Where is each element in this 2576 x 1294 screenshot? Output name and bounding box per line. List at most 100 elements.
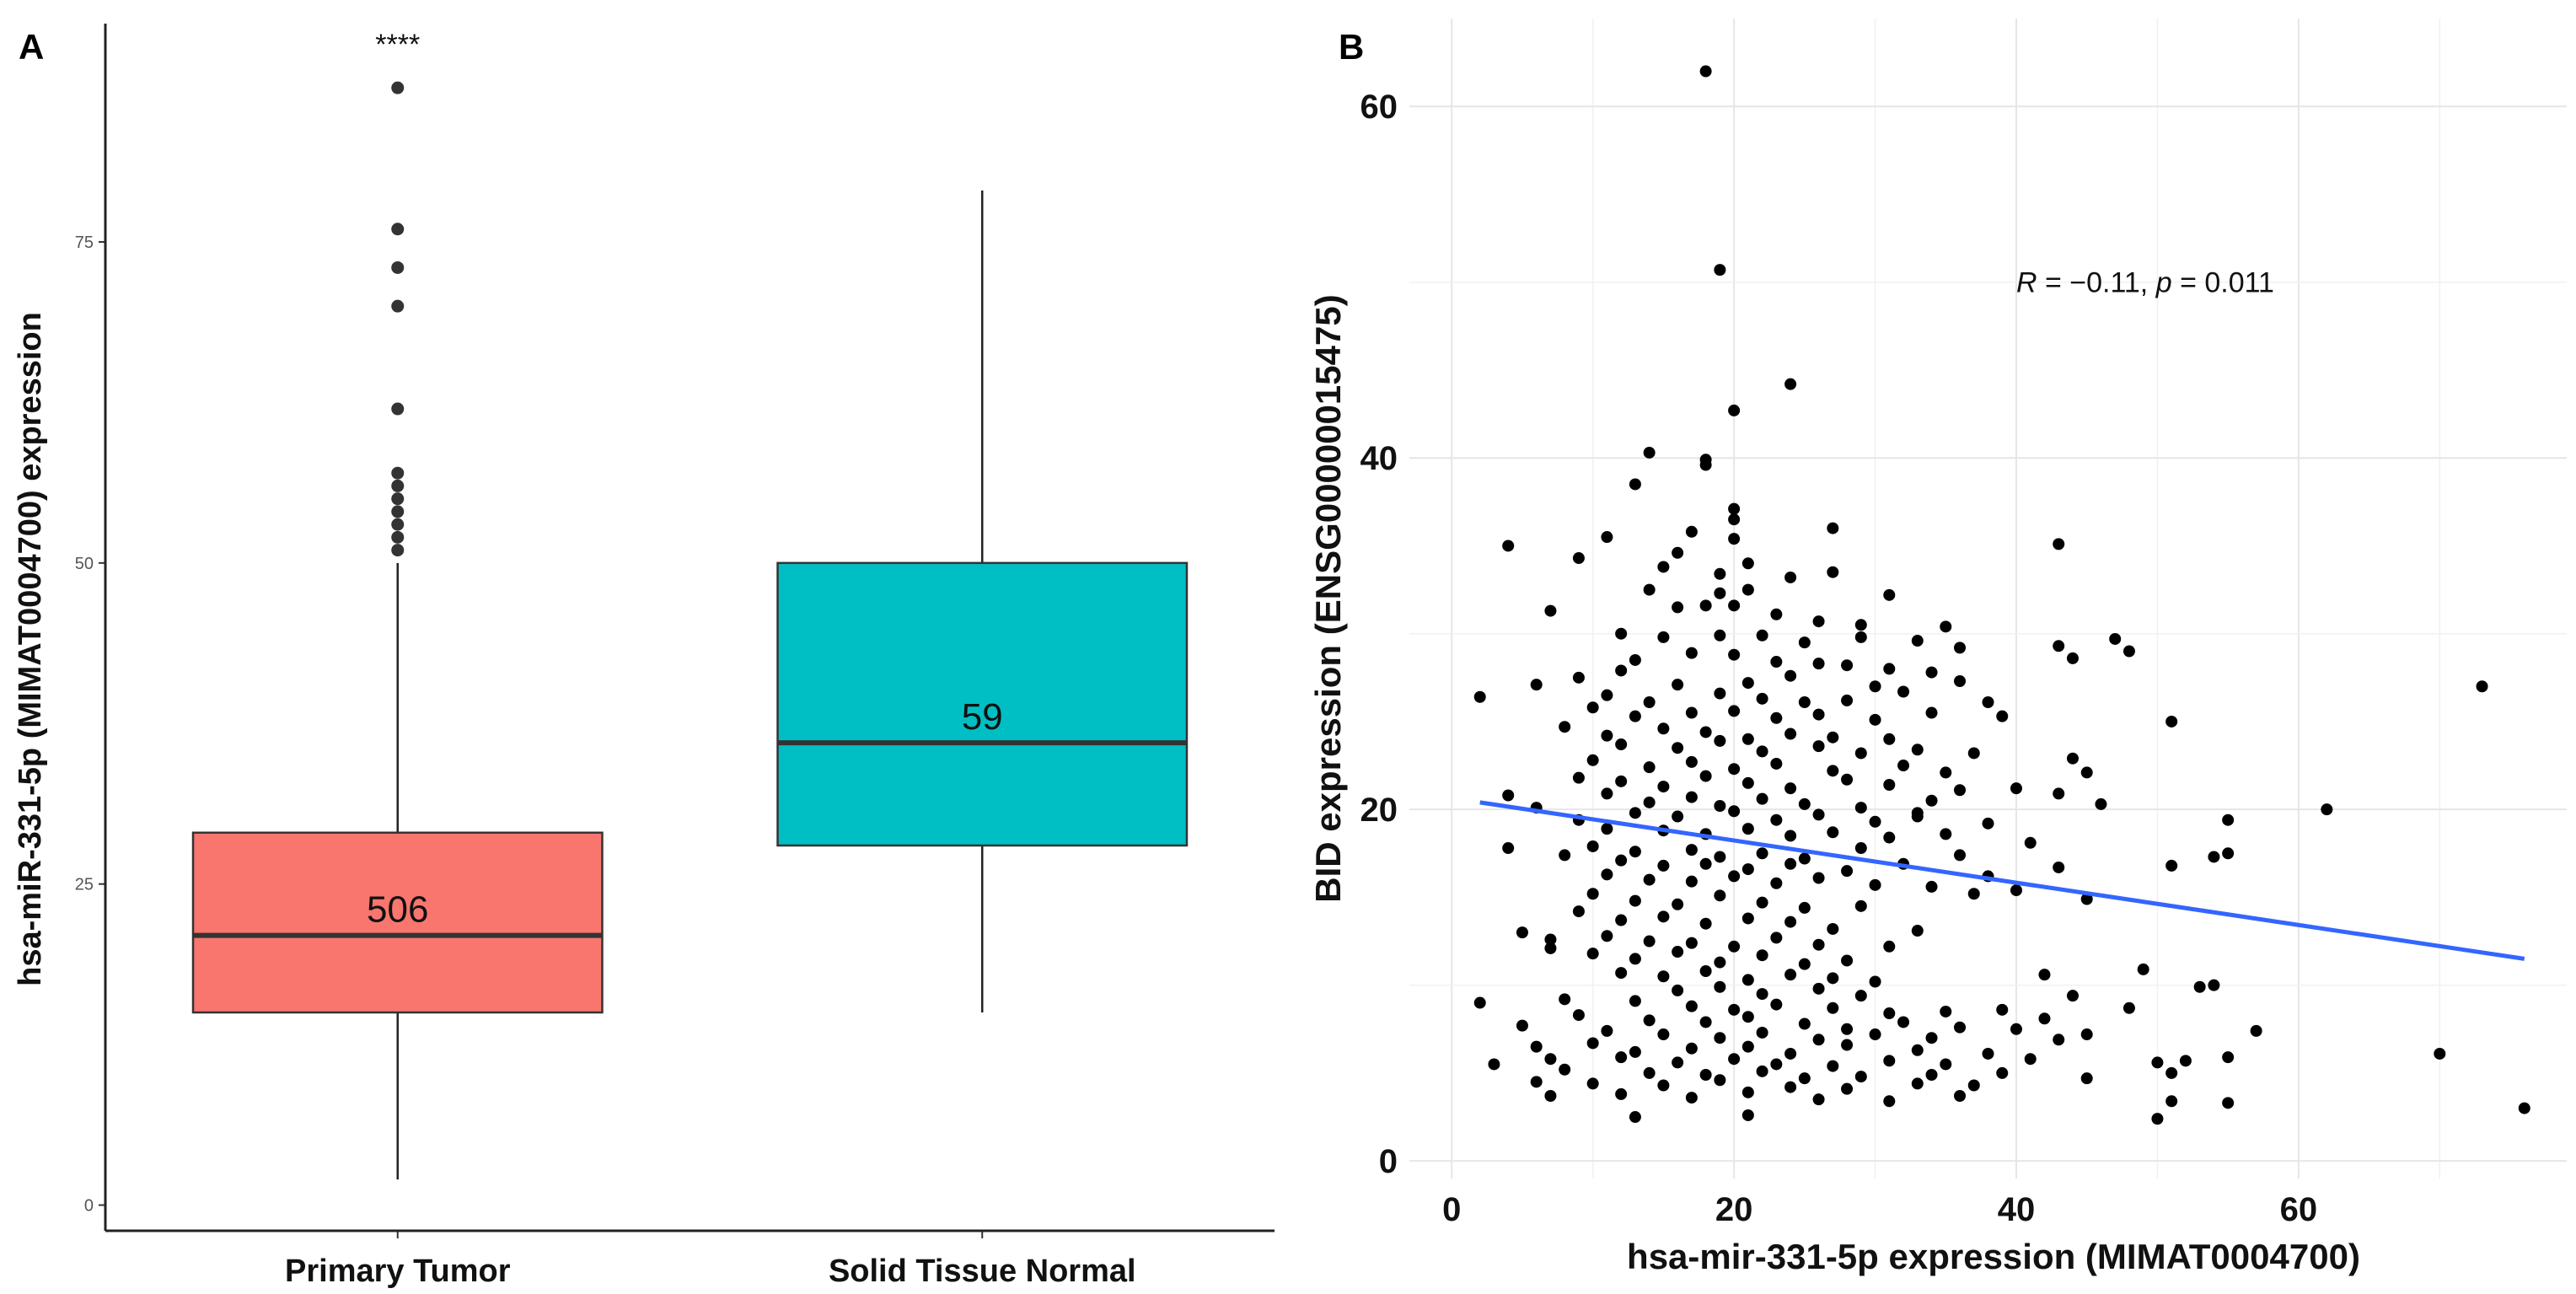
scatter-point	[1714, 734, 1726, 747]
scatter-point	[1883, 831, 1896, 844]
scatter-point	[1827, 826, 1839, 839]
correlation-annotation: R = −0.11, p = 0.011	[2016, 267, 2274, 299]
scatter-point	[1629, 710, 1641, 722]
scatter-point	[2208, 851, 2220, 863]
scatter-point	[1728, 502, 1741, 515]
scatter-point	[1869, 713, 1881, 726]
scatter-point	[1544, 942, 1557, 954]
scatter-point	[1854, 990, 1867, 1002]
scatter-point	[1784, 1081, 1797, 1093]
scatter-point	[1685, 875, 1698, 888]
scatter-point	[2053, 538, 2065, 550]
scatter-point	[1911, 1077, 1924, 1090]
panel-b-letter: B	[1339, 27, 1364, 67]
scatter-point	[1643, 583, 1656, 596]
scatter-point	[2066, 990, 2079, 1002]
scatter-point	[1502, 540, 1515, 552]
scatter-point	[1827, 765, 1839, 777]
scatter-point	[1615, 775, 1628, 787]
y-tick-label: 0	[1379, 1143, 1398, 1180]
scatter-point	[1728, 940, 1741, 953]
scatter-point	[1784, 830, 1797, 842]
scatter-point	[1615, 664, 1628, 677]
scatter-point	[1544, 604, 1557, 617]
scatter-point	[1629, 1045, 1641, 1058]
panel-a: A 506 59 0 25 50 75 Primary Tumor Solid Tissu…	[13, 24, 1275, 1289]
scatter-point	[1699, 857, 1712, 870]
scatter-point	[1657, 859, 1670, 872]
scatter-point	[2208, 979, 2220, 991]
outlier-point	[391, 260, 405, 274]
scatter-point	[1657, 722, 1670, 735]
scatter-point	[1714, 264, 1726, 277]
y-tick-label: 75	[75, 234, 94, 252]
scatter-point	[2476, 680, 2488, 693]
scatter-point	[2321, 803, 2333, 816]
scatter-point	[1798, 696, 1811, 709]
scatter-point	[1657, 1079, 1670, 1092]
scatter-point	[1770, 1058, 1783, 1071]
scatter-point	[1699, 917, 1712, 930]
scatter-point	[2080, 1072, 2093, 1085]
scatter-point	[1841, 865, 1854, 878]
scatter-point	[1672, 742, 1684, 754]
scatter-point	[2222, 847, 2235, 860]
scatter-point	[1940, 1005, 1952, 1017]
x-axis-ticks: Primary Tumor Solid Tissue Normal	[285, 1231, 1136, 1289]
scatter-point	[1699, 599, 1712, 612]
scatter-point	[1714, 851, 1726, 863]
x-axis-ticks: 0 20 40 60	[1442, 1191, 2317, 1228]
count-label: 59	[962, 696, 1003, 738]
scatter-point	[1629, 807, 1641, 819]
scatter-point	[1699, 726, 1712, 738]
scatter-point	[1897, 760, 1910, 772]
scatter-point	[1586, 1077, 1599, 1090]
scatter-point	[1685, 525, 1698, 538]
scatter-point	[1714, 629, 1726, 642]
scatter-point	[1827, 522, 1839, 534]
scatter-point	[1784, 571, 1797, 583]
scatter-point	[1728, 805, 1741, 818]
scatter-point	[2123, 1001, 2135, 1014]
scatter-point	[2053, 861, 2065, 873]
scatter-point	[1756, 745, 1768, 758]
scatter-point	[1841, 1039, 1854, 1051]
scatter-point	[1728, 599, 1741, 612]
scatter-point	[1741, 557, 1754, 570]
scatter-point	[1883, 1095, 1896, 1108]
scatter-point	[1643, 796, 1656, 808]
scatter-point	[2165, 859, 2178, 872]
scatter-point	[1841, 1082, 1854, 1095]
p-value: = 0.011	[2172, 267, 2274, 299]
scatter-point	[1685, 844, 1698, 856]
y-tick-label: 50	[75, 555, 94, 573]
scatter-point	[1714, 1074, 1726, 1087]
scatter-point	[1854, 747, 1867, 760]
scatter-point	[1714, 800, 1726, 813]
scatter-point	[2151, 1113, 2164, 1125]
scatter-point	[1770, 711, 1783, 724]
scatter-point	[1559, 993, 1571, 1006]
scatter-point	[1996, 1066, 2009, 1079]
scatter-point	[1812, 615, 1825, 628]
box	[776, 561, 1189, 847]
scatter-point	[1657, 781, 1670, 793]
scatter-point	[1629, 894, 1641, 907]
outlier-point	[391, 299, 405, 313]
scatter-point	[1572, 671, 1585, 684]
scatter-point	[1657, 561, 1670, 573]
scatter-point	[1741, 776, 1754, 789]
y-tick-label: 60	[1360, 89, 1398, 126]
scatter-point	[1954, 849, 1967, 862]
scatter-point	[1530, 679, 1543, 691]
y-axis-label: hsa-miR-331-5p (MIMAT0004700) expression	[13, 312, 48, 986]
scatter-point	[1827, 922, 1839, 935]
scatter-point	[1502, 842, 1515, 855]
scatter-point	[1798, 636, 1811, 649]
scatter-point	[2179, 1055, 2192, 1067]
scatter-point	[1629, 478, 1641, 491]
scatter-point	[2165, 715, 2178, 728]
scatter-point	[1798, 852, 1811, 865]
scatter-point	[1784, 378, 1797, 390]
scatter-point	[1841, 659, 1854, 672]
